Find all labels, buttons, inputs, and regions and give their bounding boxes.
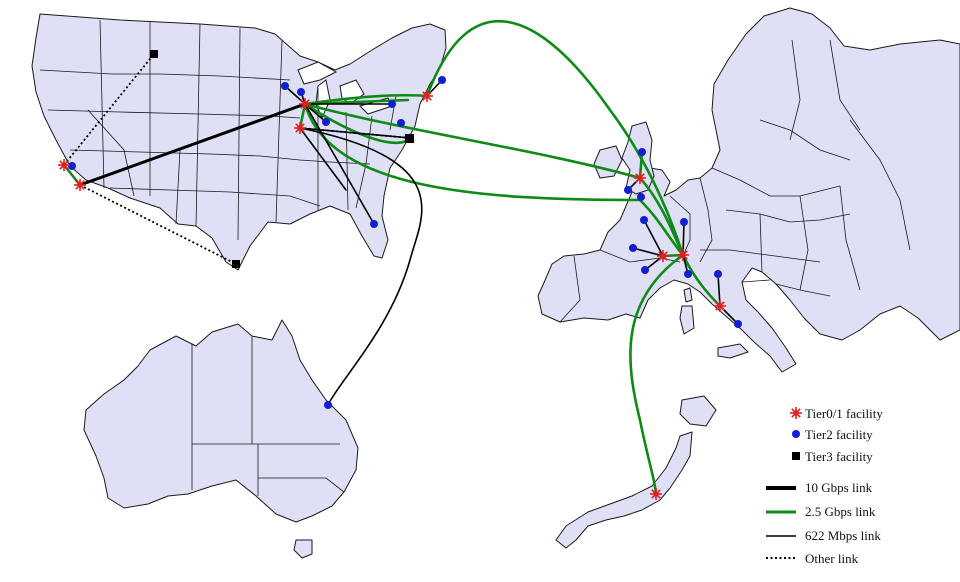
tier01-star-icon: [634, 172, 646, 184]
tier01-star-icon: [421, 90, 433, 102]
legend-tier3-label: Tier3 facility: [805, 449, 873, 464]
ireland: [593, 145, 623, 179]
sicily: [717, 343, 749, 359]
corsica: [683, 287, 693, 303]
tier01-star-icon: [74, 179, 86, 191]
tier01-star-icon: [657, 250, 669, 262]
tier01-facilities: [58, 90, 726, 500]
link-10g-chicago-california: [78, 102, 307, 187]
sardinia: [679, 305, 695, 335]
tier01-star-icon: [299, 98, 311, 110]
legend-622m-label: 622 Mbps link: [805, 528, 881, 543]
australia-state-borders: [191, 336, 345, 496]
legend-2-5g-label: 2.5 Gbps link: [805, 504, 876, 519]
great-lake-1: [297, 61, 338, 85]
tier01-star-icon: [294, 122, 306, 134]
tier01-star-icon: [714, 300, 726, 312]
tier01-star-icon: [58, 159, 70, 171]
legend: Tier0/1 facility Tier2 facility Tier3 fa…: [766, 406, 883, 566]
tasmania: [293, 539, 313, 559]
red-star-icon: [790, 407, 802, 419]
tier01-star-icon: [650, 488, 662, 500]
links-other: [63, 53, 411, 265]
europe-landmass: [537, 7, 960, 373]
land-masses: [31, 7, 960, 559]
tier3-facilities: [150, 50, 414, 268]
legend-tier01-icon: [790, 407, 802, 419]
tier2-facilities: [68, 76, 742, 409]
legend-tier2-icon: [792, 430, 800, 438]
europe-country-borders: [559, 39, 911, 323]
legend-tier2-label: Tier2 facility: [805, 427, 873, 442]
legend-10g-label: 10 Gbps link: [805, 480, 873, 495]
legend-tier01-label: Tier0/1 facility: [805, 406, 883, 421]
japan-landmass: [555, 395, 717, 549]
tier01-star-icon: [677, 249, 689, 261]
australia-landmass: [83, 319, 359, 523]
legend-other-label: Other link: [805, 551, 859, 566]
legend-tier3-icon: [792, 452, 800, 460]
network-links: [62, 19, 739, 496]
